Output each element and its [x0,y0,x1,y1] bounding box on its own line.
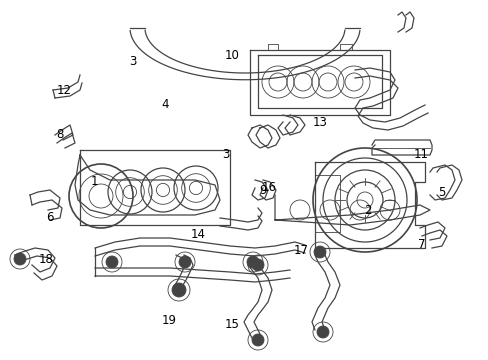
Ellipse shape [172,283,185,297]
Ellipse shape [251,259,264,271]
Ellipse shape [251,334,264,346]
Ellipse shape [179,256,191,268]
Text: 2: 2 [364,204,371,217]
Text: 5: 5 [437,186,444,199]
Text: 17: 17 [293,244,308,257]
Text: 11: 11 [412,148,427,161]
Text: 14: 14 [190,228,205,240]
Text: 7: 7 [417,238,425,251]
Text: 10: 10 [224,49,239,62]
Text: 16: 16 [261,181,276,194]
Text: 1: 1 [90,175,98,188]
Ellipse shape [313,246,325,258]
Text: 3: 3 [129,55,137,68]
Text: 15: 15 [224,318,239,330]
Text: 19: 19 [161,314,176,327]
Ellipse shape [316,326,328,338]
Ellipse shape [246,256,259,268]
Text: 9: 9 [259,184,266,197]
Ellipse shape [14,253,26,265]
Text: 8: 8 [56,129,63,141]
Text: 3: 3 [222,148,229,161]
Text: 18: 18 [39,253,54,266]
Text: 12: 12 [56,84,71,96]
Ellipse shape [106,256,118,268]
Text: 6: 6 [46,211,54,224]
Text: 13: 13 [312,116,327,129]
Text: 4: 4 [161,98,168,111]
